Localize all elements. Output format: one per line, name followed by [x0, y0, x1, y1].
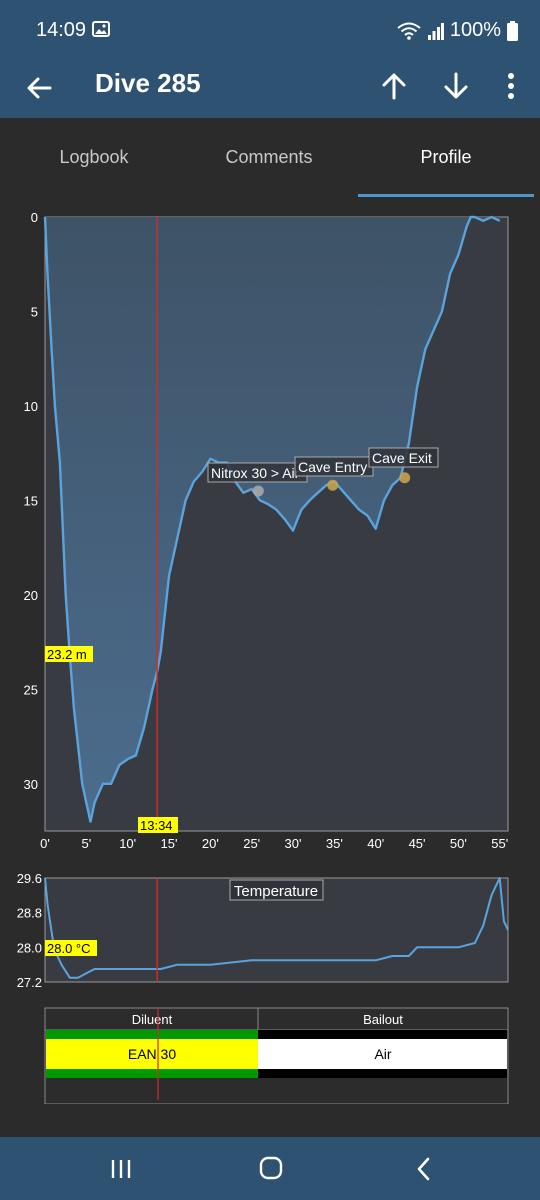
depth-profile-chart[interactable]: 0 5 10 15 20 25 30 0' 5' 10' 15' 20' 25' 30' 35' 40' 45'… [0, 200, 540, 860]
arrow-up-icon[interactable] [378, 68, 410, 104]
image-icon [92, 21, 110, 37]
temp-readout-box [45, 940, 97, 956]
arrow-down-icon[interactable] [440, 68, 472, 104]
y-tick-label: 10 [24, 399, 38, 414]
depth-area [45, 217, 500, 822]
battery-icon [507, 20, 518, 41]
x-tick-label: 50' [450, 836, 467, 851]
x-tick-label: 10' [119, 836, 136, 851]
status-time: 14:09 [36, 19, 87, 41]
y-tick-label: 15 [24, 493, 38, 508]
x-tick-label: 20' [202, 836, 219, 851]
diluent-band [46, 1039, 258, 1069]
bailout-gas: Air [374, 1046, 391, 1062]
tab-logbook[interactable]: Logbook [59, 146, 129, 167]
wifi-icon [397, 22, 421, 40]
system-nav-bar [0, 1137, 540, 1200]
depth-readout: 23.2 m [47, 647, 87, 662]
x-tick-label: 5' [81, 836, 91, 851]
home-icon[interactable] [258, 1155, 284, 1181]
temp-readout: 28.0 °C [47, 941, 91, 956]
event-label-box [368, 447, 439, 468]
temp-y-tick-label: 28.8 [17, 906, 42, 921]
x-tick-label: 55' [491, 836, 508, 851]
x-tick-label: 40' [367, 836, 384, 851]
event-label: Cave Exit [372, 450, 432, 466]
y-tick-label: 0 [31, 210, 38, 225]
back-arrow-icon[interactable] [22, 70, 58, 106]
event-label: Cave Entry [298, 459, 367, 475]
x-tick-label: 45' [409, 836, 426, 851]
y-tick-label: 20 [24, 588, 38, 603]
temp-title: Temperature [234, 883, 318, 900]
more-vert-icon[interactable] [500, 68, 522, 104]
back-icon[interactable] [412, 1155, 436, 1183]
tab-comments[interactable]: Comments [225, 146, 313, 167]
event-marker-icon [399, 472, 411, 484]
status-indicators: 100% [396, 19, 518, 42]
y-tick-label: 25 [24, 682, 38, 697]
battery-percent: 100% [449, 19, 501, 41]
depth-line [43, 215, 501, 823]
diluent-gas: EAN 30 [128, 1046, 176, 1062]
status-bar: 14:09 100% [0, 0, 540, 60]
time-readout: 13:34 [140, 818, 173, 833]
gas-header [44, 1007, 509, 1031]
temp-y-tick-label: 27.2 [17, 975, 42, 990]
y-tick-label: 5 [31, 304, 38, 319]
bailout-label: Bailout [363, 1012, 403, 1027]
gas-chart: Diluent Bailout EAN 30 Air [44, 1007, 509, 1104]
x-tick-label: 25' [243, 836, 260, 851]
bailout-band [258, 1039, 507, 1069]
event-label: Nitrox 30 > Air [211, 465, 300, 481]
tab-bar: Logbook Comments Profile [0, 118, 540, 198]
x-tick-label: 35' [326, 836, 343, 851]
diluent-label: Diluent [132, 1012, 173, 1027]
temp-y-tick-label: 29.6 [17, 871, 42, 886]
app-bar: Dive 285 [0, 60, 540, 118]
recent-apps-icon[interactable] [108, 1157, 134, 1181]
temperature-chart[interactable]: 29.6 28.8 28.0 27.2 Temperature 28.0 °C [0, 868, 540, 990]
page-title: Dive 285 [95, 68, 201, 98]
signal-icon [427, 22, 444, 40]
time-readout-box [138, 817, 178, 833]
tab-profile[interactable]: Profile [420, 146, 472, 167]
x-tick-label: 0' [40, 836, 50, 851]
x-tick-label: 15' [161, 836, 178, 851]
temp-line [44, 877, 509, 979]
event-marker-icon [252, 485, 264, 497]
x-tick-label: 30' [285, 836, 302, 851]
event-marker-icon [327, 479, 339, 491]
temp-y-tick-label: 28.0 [17, 940, 42, 955]
tab-indicator [358, 194, 534, 197]
temp-title-box [229, 879, 324, 901]
y-tick-label: 30 [24, 777, 38, 792]
depth-readout-box [45, 646, 93, 662]
